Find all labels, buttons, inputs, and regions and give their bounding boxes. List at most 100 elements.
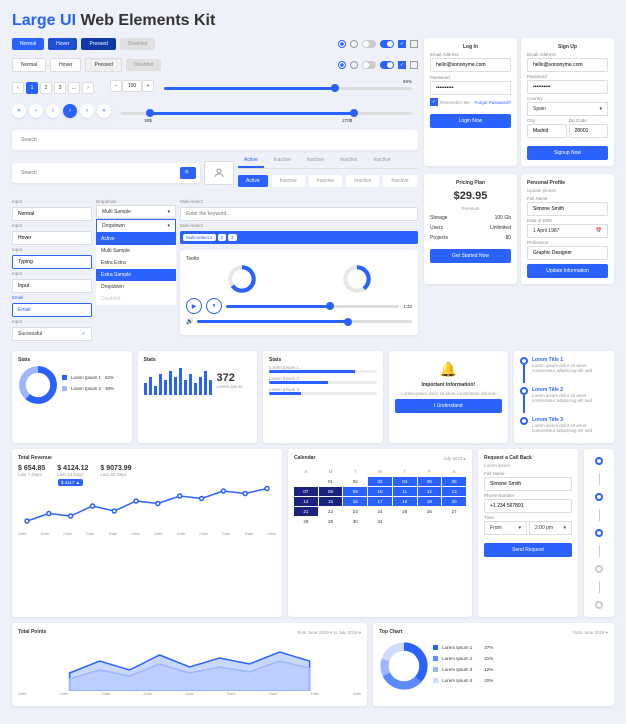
cal-day[interactable]: 14 [294, 497, 318, 506]
profile-dob[interactable]: 1 April 1987📅 [527, 224, 608, 238]
input-hover[interactable] [12, 231, 92, 245]
search-button[interactable]: 🔍 [180, 167, 196, 179]
range-slider[interactable]: 30$ 270$ [121, 112, 412, 115]
cal-day[interactable]: 24 [368, 507, 392, 516]
btn-o-pressed[interactable]: Pressed [85, 58, 121, 72]
checkbox-on-2[interactable]: ✓ [398, 61, 406, 69]
nav-last[interactable]: » [97, 104, 111, 118]
toggle-off-2[interactable] [362, 61, 376, 69]
signup-email[interactable] [527, 58, 608, 72]
cal-day[interactable]: 22 [319, 507, 343, 516]
cal-day[interactable]: 17 [368, 497, 392, 506]
input-success[interactable]: Successful✓ [12, 327, 92, 341]
cal-day[interactable]: 11 [393, 487, 417, 496]
cal-day[interactable]: 30 [343, 517, 367, 526]
cal-day[interactable]: 04 [393, 477, 417, 486]
nav-prev2[interactable]: ‹ [46, 104, 60, 118]
tab2-1[interactable]: Inactive [272, 175, 305, 187]
drop-s1[interactable]: Multi Sample [96, 245, 176, 257]
callback-button[interactable]: Send Request [484, 543, 572, 557]
cal-day[interactable]: 07 [294, 487, 318, 496]
page-1[interactable]: 1 [26, 82, 38, 94]
callback-name[interactable] [484, 477, 572, 491]
signup-zip[interactable] [569, 124, 609, 138]
btn-hover[interactable]: Hover [48, 38, 77, 50]
cal-day[interactable]: 29 [319, 517, 343, 526]
tab-3[interactable]: Inactive [334, 154, 363, 168]
cal-day[interactable]: 26 [418, 507, 442, 516]
pause-button[interactable]: ⏸ [206, 298, 222, 314]
cal-day[interactable]: 20 [442, 497, 466, 506]
callback-from[interactable]: From▾ [484, 521, 527, 535]
forgot-link[interactable]: Forgot Password? [474, 100, 511, 105]
multiselect-input[interactable] [180, 207, 418, 221]
toggle-on[interactable] [380, 40, 394, 48]
play-button[interactable]: ▶ [186, 298, 202, 314]
cal-day[interactable]: 01 [319, 477, 343, 486]
drop-s3[interactable]: Extra Sample [96, 269, 176, 281]
cal-day[interactable]: 06 [442, 477, 466, 486]
cal-day[interactable]: 15 [319, 497, 343, 506]
cal-day[interactable]: 12 [418, 487, 442, 496]
radio-off-2[interactable] [350, 61, 358, 69]
cal-day[interactable]: 31 [368, 517, 392, 526]
input-normal[interactable] [12, 207, 92, 221]
btn-o-normal[interactable]: Normal [12, 58, 46, 72]
tab-1[interactable]: Inactive [268, 154, 297, 168]
drop-s4[interactable]: Dropdown [96, 281, 176, 293]
volume-slider[interactable] [197, 320, 412, 323]
dropdown-1[interactable]: Multi Sample▾ [96, 205, 176, 219]
profile-prof[interactable] [527, 246, 608, 260]
cal-day[interactable] [442, 517, 466, 526]
stepper-plus[interactable]: + [142, 80, 154, 92]
callback-phone[interactable] [484, 499, 572, 513]
tab-2[interactable]: Inactive [301, 154, 330, 168]
radio-off[interactable] [350, 40, 358, 48]
cal-day[interactable] [294, 477, 318, 486]
multiselect-chips[interactable]: Multi-select 1 2 3 [180, 231, 418, 244]
cal-day[interactable]: 13 [442, 487, 466, 496]
btn-o-hover[interactable]: Hover [50, 58, 81, 72]
nav-next[interactable]: › [80, 104, 94, 118]
radio-on[interactable] [338, 40, 346, 48]
input-typing[interactable] [12, 255, 92, 269]
checkbox-on[interactable]: ✓ [398, 40, 406, 48]
signup-button[interactable]: Signup Now [527, 146, 608, 160]
profile-name[interactable] [527, 202, 608, 216]
cal-day[interactable]: 27 [442, 507, 466, 516]
toggle-off[interactable] [362, 40, 376, 48]
cal-day[interactable] [418, 517, 442, 526]
cal-day[interactable]: 03 [368, 477, 392, 486]
page-prev[interactable]: ‹ [12, 82, 24, 94]
tab2-3[interactable]: Inactive [346, 175, 379, 187]
cal-day[interactable]: 28 [294, 517, 318, 526]
dropdown-2[interactable]: Dropdown▾ [96, 219, 176, 233]
page-3[interactable]: 3 [54, 82, 66, 94]
page-2[interactable]: 2 [40, 82, 52, 94]
input-email[interactable] [12, 303, 92, 317]
checkbox-off[interactable] [410, 40, 418, 48]
nav-first[interactable]: « [12, 104, 26, 118]
progress-slider[interactable] [226, 305, 399, 308]
search-input-1[interactable] [16, 134, 414, 146]
cal-day[interactable]: 10 [368, 487, 392, 496]
cal-day[interactable]: 08 [319, 487, 343, 496]
input-4[interactable] [12, 279, 92, 293]
cal-day[interactable]: 02 [343, 477, 367, 486]
tab2-active[interactable]: Active [238, 175, 268, 187]
search-input-2[interactable] [16, 167, 180, 179]
profile-button[interactable]: Update Information [527, 264, 608, 278]
cal-day[interactable]: 19 [418, 497, 442, 506]
signup-city[interactable] [527, 124, 567, 138]
nav-prev[interactable]: ‹ [29, 104, 43, 118]
cal-day[interactable]: 21 [294, 507, 318, 516]
dropdown-active[interactable]: Active [96, 233, 176, 245]
cal-day[interactable]: 09 [343, 487, 367, 496]
cal-day[interactable] [393, 517, 417, 526]
remember-checkbox[interactable]: ✓ [430, 98, 438, 106]
tab-active[interactable]: Active [238, 154, 264, 168]
callback-to[interactable]: 2:00 pm▾ [529, 521, 572, 535]
login-password[interactable] [430, 81, 511, 95]
tab2-4[interactable]: Inactive [383, 175, 416, 187]
tab2-2[interactable]: Inactive [309, 175, 342, 187]
